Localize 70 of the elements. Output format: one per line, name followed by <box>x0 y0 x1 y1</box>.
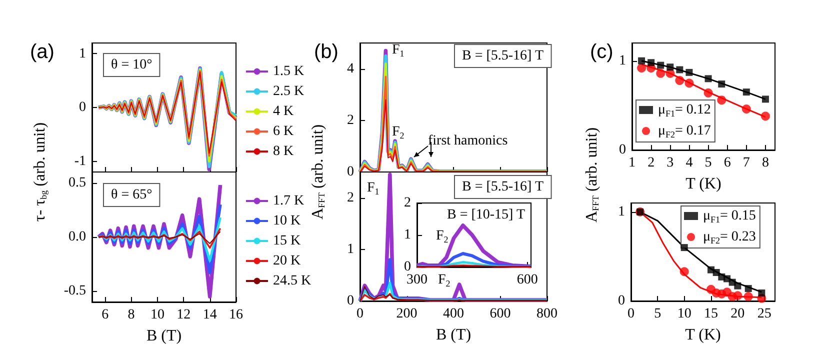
legend-label: 20 K <box>273 254 301 268</box>
x-tick-label: 4 <box>686 156 693 170</box>
legend-label: 8 K <box>273 144 294 159</box>
x-tick-label: 25 <box>757 306 772 322</box>
x-tick-label: 2 <box>648 156 655 170</box>
x-tick-label: 1 <box>628 156 636 170</box>
x-tick-label: 5 <box>704 156 712 170</box>
y-tick-label: 0 <box>619 142 626 158</box>
x-tick-label: 8 <box>762 156 769 170</box>
legend-label: 10 K <box>273 214 301 228</box>
x-tick-label: 20 <box>730 306 745 322</box>
x-tick-label: 400 <box>443 306 464 322</box>
y-tick-label: 0 <box>79 100 86 115</box>
text: (a) <box>30 41 54 63</box>
y-tick-label: 1 <box>618 204 625 220</box>
x-tick-label: 6 <box>724 156 731 170</box>
x-tick-label: 16 <box>229 308 243 322</box>
y-tick-label: -0.5 <box>64 284 86 299</box>
x-tick-label: 12 <box>176 308 191 322</box>
x-tick-label: 3 <box>666 156 674 170</box>
x-tick-label: 200 <box>396 306 418 322</box>
annotation: B = [5.5-16] T <box>462 48 544 64</box>
x-axis-title: T (K) <box>686 176 722 192</box>
y-axis-title: AFFT (arb. unit) <box>310 124 326 220</box>
annotation: first hamonics <box>428 134 508 148</box>
y-tick-label: 0 <box>618 294 625 308</box>
y-tick-label: 1 <box>79 46 86 62</box>
x-tick-label: 600 <box>490 306 511 322</box>
legend-label: 1.7 K <box>273 194 304 208</box>
legend-label: 6 K <box>273 124 294 139</box>
x-tick-label: 5 <box>654 306 662 322</box>
x-tick-label: 8 <box>128 308 135 322</box>
y-tick-label: 2 <box>347 112 354 128</box>
y-tick-label: 0.5 <box>68 175 86 190</box>
x-tick-label: 6 <box>102 308 109 322</box>
annotation: θ = 10° <box>111 58 152 72</box>
y-tick-label: -1 <box>74 154 86 169</box>
x-axis-title: B (T) <box>146 328 182 344</box>
text: (b) <box>314 41 338 63</box>
x-tick-label: 300 <box>406 272 428 288</box>
x-tick-label: 14 <box>202 308 217 322</box>
x-tick-label: 0 <box>356 306 364 322</box>
y-tick-label: 1 <box>404 228 411 242</box>
annotation: θ = 65° <box>111 188 152 202</box>
y-tick-label: 0 <box>404 260 411 274</box>
x-tick-label: 15 <box>704 306 718 322</box>
x-tick-label: 10 <box>677 306 692 322</box>
legend-label: 15 K <box>273 234 301 248</box>
y-tick-label: 1 <box>619 53 626 68</box>
y-tick-label: 1 <box>347 242 354 257</box>
x-axis-title: T (K) <box>685 326 721 344</box>
annotation: B = [10-15] T <box>447 208 526 222</box>
legend-label: 1.5 K <box>273 64 304 79</box>
legend-label: 2.5 K <box>273 84 304 99</box>
x-axis-title: B (T) <box>436 326 472 344</box>
y-tick-label: 0 <box>347 294 354 308</box>
annotation: B = [5.5-16] T <box>462 180 544 194</box>
legend-label: 24.5 K <box>273 274 312 288</box>
x-tick-label: 10 <box>150 308 164 322</box>
x-tick-label: 7 <box>742 156 750 170</box>
y-axis-title: AFFT (arb. unit) <box>584 127 600 223</box>
y-tick-label: 2 <box>347 190 354 206</box>
y-tick-label: 4 <box>347 61 354 76</box>
text: (c) <box>590 41 614 63</box>
legend-label: 4 K <box>273 104 294 119</box>
x-tick-label: 600 <box>516 272 538 288</box>
y-axis-title: τ- τbg (arb. unit) <box>32 122 48 222</box>
y-tick-label: 2 <box>404 196 411 210</box>
x-tick-label: 800 <box>536 306 558 322</box>
y-tick-label: 0.0 <box>68 230 86 244</box>
